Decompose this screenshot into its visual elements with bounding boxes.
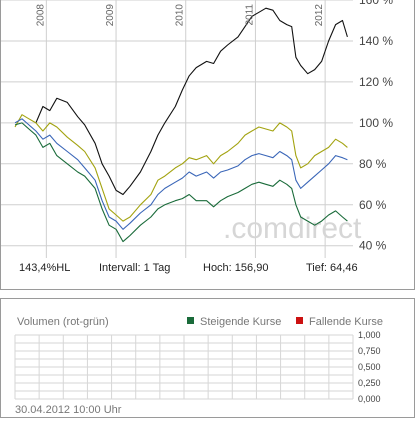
volume-panel: Volumen (rot-grün) Steigende Kurse Falle… <box>0 298 415 418</box>
year-tick-label: 2009 <box>105 4 116 27</box>
low-stat: Tief: 64,46 <box>306 262 358 274</box>
y-tick-label: 80 % <box>359 157 387 171</box>
y-tick-label: 160 % <box>359 0 393 7</box>
y-tick-label: 40 % <box>359 239 387 253</box>
volume-tick-label: 0,750 <box>358 346 381 356</box>
year-tick-label: 2010 <box>175 4 186 27</box>
volume-tick-label: 0,500 <box>358 362 381 372</box>
legend-rising-label: Steigende Kurse <box>200 316 281 328</box>
series-line-blue <box>14 118 348 230</box>
legend-rising-swatch <box>187 317 194 324</box>
legend-falling-label: Fallende Kurse <box>309 316 383 328</box>
series-line-olive <box>14 114 348 222</box>
high-stat: Hoch: 156,90 <box>203 262 269 274</box>
range-stat: 143,4%HL <box>19 262 71 274</box>
year-tick-label: 2012 <box>314 4 325 27</box>
y-tick-label: 60 % <box>359 198 387 212</box>
legend-falling-swatch <box>296 317 303 324</box>
interval-stat: Intervall: 1 Tag <box>99 262 171 274</box>
volume-title: Volumen (rot-grün) <box>17 316 109 328</box>
volume-chart: Volumen (rot-grün) Steigende Kurse Falle… <box>14 316 383 416</box>
series-line-black <box>35 7 348 196</box>
watermark: .comdirect <box>223 212 362 245</box>
price-chart-panel: .comdirect 2008 2009 2010 2011 2012 40 % 60 %… <box>0 0 415 290</box>
stats-row: 143,4%HL Intervall: 1 Tag Hoch: 156,90 T… <box>1 262 416 280</box>
volume-tick-label: 1,000 <box>358 330 381 340</box>
y-tick-label: 140 % <box>359 34 393 48</box>
series-line-green <box>14 122 348 243</box>
price-chart: .comdirect 2008 2009 2010 2011 2012 40 % 60 %… <box>1 0 393 258</box>
y-tick-label: 100 % <box>359 116 393 130</box>
volume-tick-label: 0,000 <box>358 394 381 404</box>
y-tick-label: 120 % <box>359 75 393 89</box>
volume-tick-label: 0,250 <box>358 378 381 388</box>
year-tick-label: 2008 <box>35 4 46 27</box>
timestamp: 30.04.2012 10:00 Uhr <box>15 404 122 416</box>
year-tick-label: 2011 <box>244 4 255 26</box>
